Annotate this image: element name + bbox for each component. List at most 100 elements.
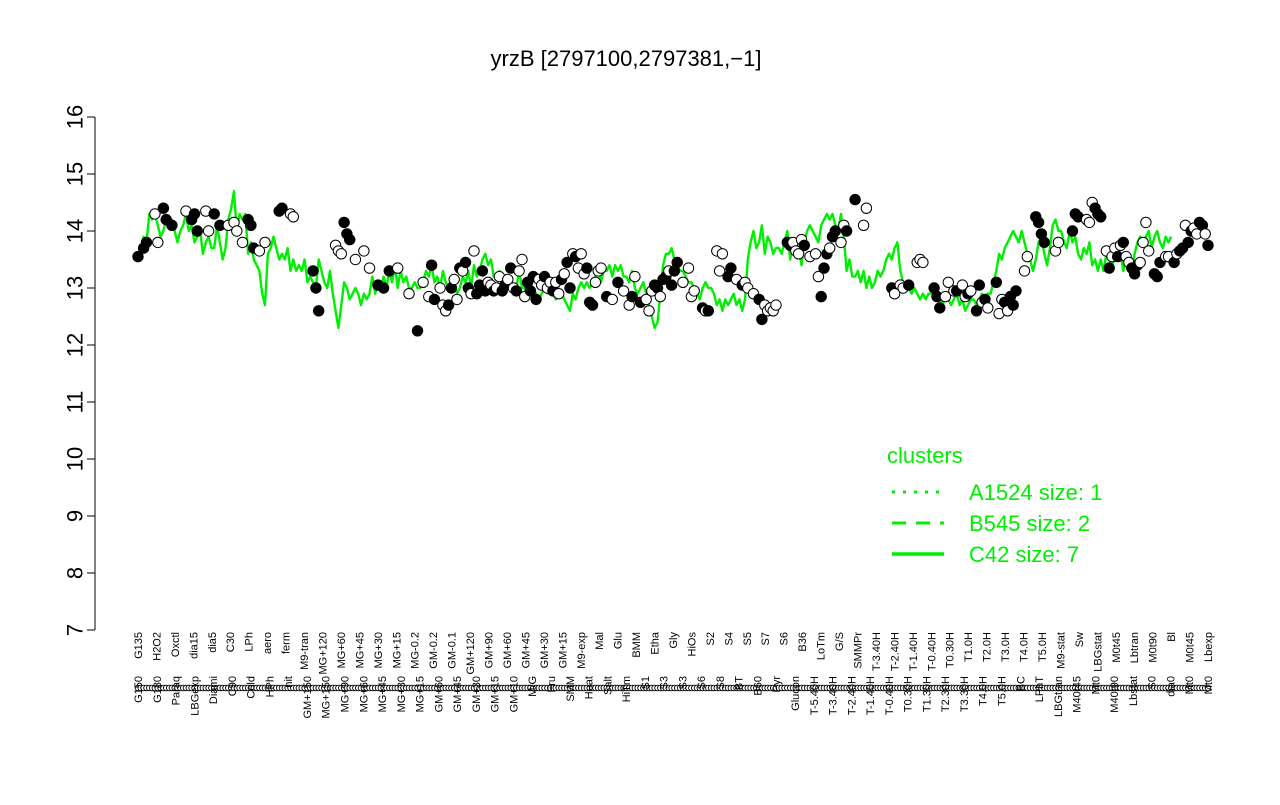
x-tick-label-upper: T3.0H: [1000, 632, 1012, 662]
x-tick-label-lower: G150: [133, 676, 145, 703]
x-tick-label-lower: S3: [677, 676, 689, 689]
data-point: [152, 236, 164, 249]
data-point: [157, 202, 170, 214]
x-tick-label-lower: S6: [696, 676, 708, 689]
x-tick-label-lower: Cold: [246, 676, 258, 699]
x-tick-label-upper: Gly: [668, 632, 680, 649]
x-tick-label-upper: M9-tran: [299, 632, 311, 670]
data-point: [589, 276, 602, 288]
data-point: [253, 245, 266, 257]
x-tick-label-lower: Heat: [584, 676, 596, 699]
data-point: [459, 256, 472, 269]
x-tick-label-lower: LBGtran: [1053, 676, 1065, 717]
data-point: [1095, 211, 1107, 223]
x-tick-label-lower: MG+150: [321, 676, 333, 719]
x-tick-label-lower: T-2.40H: [846, 676, 858, 715]
x-tick-label-upper: G/S: [834, 632, 846, 651]
data-point: [140, 236, 153, 249]
data-point: [1117, 236, 1130, 249]
data-point: [917, 256, 929, 269]
data-point: [1103, 262, 1115, 274]
chart-title: yrzB [2797100,2797381,−1]: [491, 46, 762, 71]
x-tick-label-upper: ferm: [281, 632, 293, 654]
data-point: [849, 193, 861, 206]
data-point: [335, 248, 347, 260]
data-point: [812, 270, 825, 283]
data-point: [344, 233, 356, 246]
data-point: [903, 279, 915, 291]
x-tick-label-lower: T4.0H: [978, 676, 990, 706]
data-point: [553, 288, 565, 300]
x-tick-label-lower: MG+90: [340, 676, 352, 712]
data-point: [716, 248, 729, 260]
data-point: [1021, 250, 1034, 263]
x-tick-label-upper: GM+60: [502, 632, 514, 668]
data-point: [287, 211, 299, 223]
data-point: [575, 248, 587, 260]
x-tick-label-upper: MG+120: [318, 632, 330, 675]
data-point: [654, 290, 666, 303]
x-tick-label-upper: aero: [262, 632, 274, 654]
x-tick-label-lower: GM+15: [490, 676, 502, 712]
x-tick-label-upper: MG+60: [336, 632, 348, 668]
x-tick-label-lower: HiTm: [621, 676, 633, 702]
data-point: [677, 276, 689, 288]
data-point: [1010, 285, 1022, 297]
legend-entry-label: C42 size: 7: [969, 542, 1079, 567]
data-point: [595, 262, 607, 274]
x-tick-label-lower: T5.0H: [997, 676, 1009, 706]
data-point: [363, 262, 376, 274]
x-tick-label-upper: M0t45: [1185, 632, 1197, 663]
data-point: [245, 219, 257, 232]
data-point: [809, 248, 822, 260]
data-point: [860, 202, 873, 214]
data-point: [149, 208, 161, 220]
data-point: [310, 282, 322, 294]
x-tick-label-upper: B36: [797, 632, 809, 652]
y-tick-label: 7: [63, 624, 88, 636]
x-tick-label-lower: Glucon: [790, 676, 802, 711]
x-tick-label-upper: T5.0H: [1037, 632, 1049, 662]
x-tick-label-upper: T1.0H: [963, 632, 975, 662]
data-point: [1143, 245, 1155, 257]
x-tick-label-lower: GM+10: [508, 676, 520, 712]
data-point: [1052, 236, 1065, 249]
data-point: [1018, 265, 1031, 277]
data-point: [857, 219, 870, 232]
data-point: [411, 325, 424, 337]
data-point: [231, 225, 243, 237]
x-tick-label-lower: Paraq: [171, 676, 183, 705]
x-tick-label-upper: T-2.40H: [889, 632, 901, 671]
data-point: [939, 290, 952, 303]
x-tick-label-lower: Mt0: [1203, 676, 1215, 694]
data-point: [956, 279, 969, 291]
x-tick-label-upper: S5: [742, 632, 754, 645]
x-tick-label-upper: MG-0.2: [410, 632, 422, 669]
x-tick-label-upper: C30: [225, 632, 237, 652]
x-tick-label-upper: Oxctl: [170, 632, 182, 657]
data-point: [990, 276, 1002, 288]
data-point: [1140, 216, 1152, 229]
data-point: [798, 239, 810, 252]
data-point: [313, 305, 325, 317]
data-point: [770, 299, 782, 311]
data-point: [1032, 216, 1045, 229]
x-tick-label-lower: T3.30H: [959, 676, 971, 712]
x-tick-label-upper: S7: [760, 632, 772, 645]
data-point: [970, 305, 983, 317]
data-point: [888, 288, 901, 300]
x-tick-label-upper: GM+45: [520, 632, 532, 668]
data-point: [829, 225, 841, 237]
data-point: [1137, 236, 1149, 249]
data-point: [558, 268, 570, 280]
data-point: [307, 265, 319, 277]
x-tick-label-lower: C90: [227, 676, 239, 696]
data-point: [824, 242, 836, 254]
data-point: [132, 250, 144, 263]
data-point: [510, 285, 522, 297]
data-point: [713, 265, 726, 277]
data-point: [982, 302, 994, 314]
x-tick-label-lower: T-3.40H: [828, 676, 840, 715]
x-axis: G150 G180 Paraq LBGexp Diami C90 Cold HPh nit GM+…: [133, 631, 1215, 718]
x-tick-label-lower: MG+45: [377, 676, 389, 712]
